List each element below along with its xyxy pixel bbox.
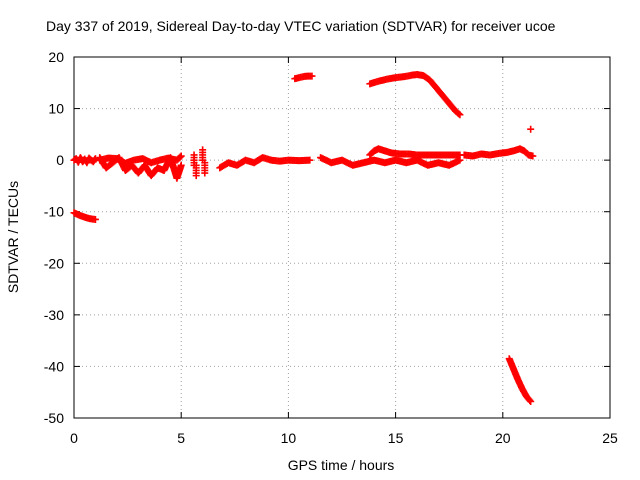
data-point-band-d (306, 156, 314, 164)
data-point-upper-short (308, 72, 316, 80)
data-point-outlier (527, 125, 535, 133)
x-tick-label: 0 (70, 430, 78, 446)
data-point-drop (527, 397, 535, 405)
x-axis-label: GPS time / hours (288, 457, 395, 473)
plot-frame (73, 56, 611, 419)
grid (74, 57, 610, 418)
y-tick-label: 10 (48, 101, 64, 117)
x-tick-label: 10 (281, 430, 297, 446)
data-point-lower-left (91, 215, 99, 223)
data-point-band-f (529, 152, 537, 160)
y-tick-label: -40 (44, 358, 64, 374)
y-tick-label: -30 (44, 307, 64, 323)
data-point-sparse (199, 146, 207, 154)
y-tick-label: -10 (44, 204, 64, 220)
data-point-drop (526, 396, 534, 404)
data-point-sparse (190, 151, 198, 159)
data-marks (70, 71, 537, 405)
y-tick-label: 20 (48, 49, 64, 65)
x-tick-label: 25 (602, 430, 618, 446)
chart-title: Day 337 of 2019, Sidereal Day-to-day VTE… (46, 18, 556, 34)
data-point-band-b (177, 161, 185, 169)
data-point-upper-arc (456, 111, 464, 119)
data-point-upper-arc (455, 110, 463, 118)
data-point-band-c (177, 152, 185, 160)
y-axis-label: SDTVAR / TECUs (5, 181, 21, 293)
x-tick-label: 20 (495, 430, 511, 446)
x-tick-label: 5 (177, 430, 185, 446)
y-tick-label: -20 (44, 255, 64, 271)
data-point-band-c (176, 153, 184, 161)
data-point-sparse (201, 159, 209, 167)
data-point-sparse (192, 161, 200, 169)
y-tick-label: -50 (44, 410, 64, 426)
y-tick-label: 0 (56, 152, 64, 168)
x-tick-label: 15 (388, 430, 404, 446)
